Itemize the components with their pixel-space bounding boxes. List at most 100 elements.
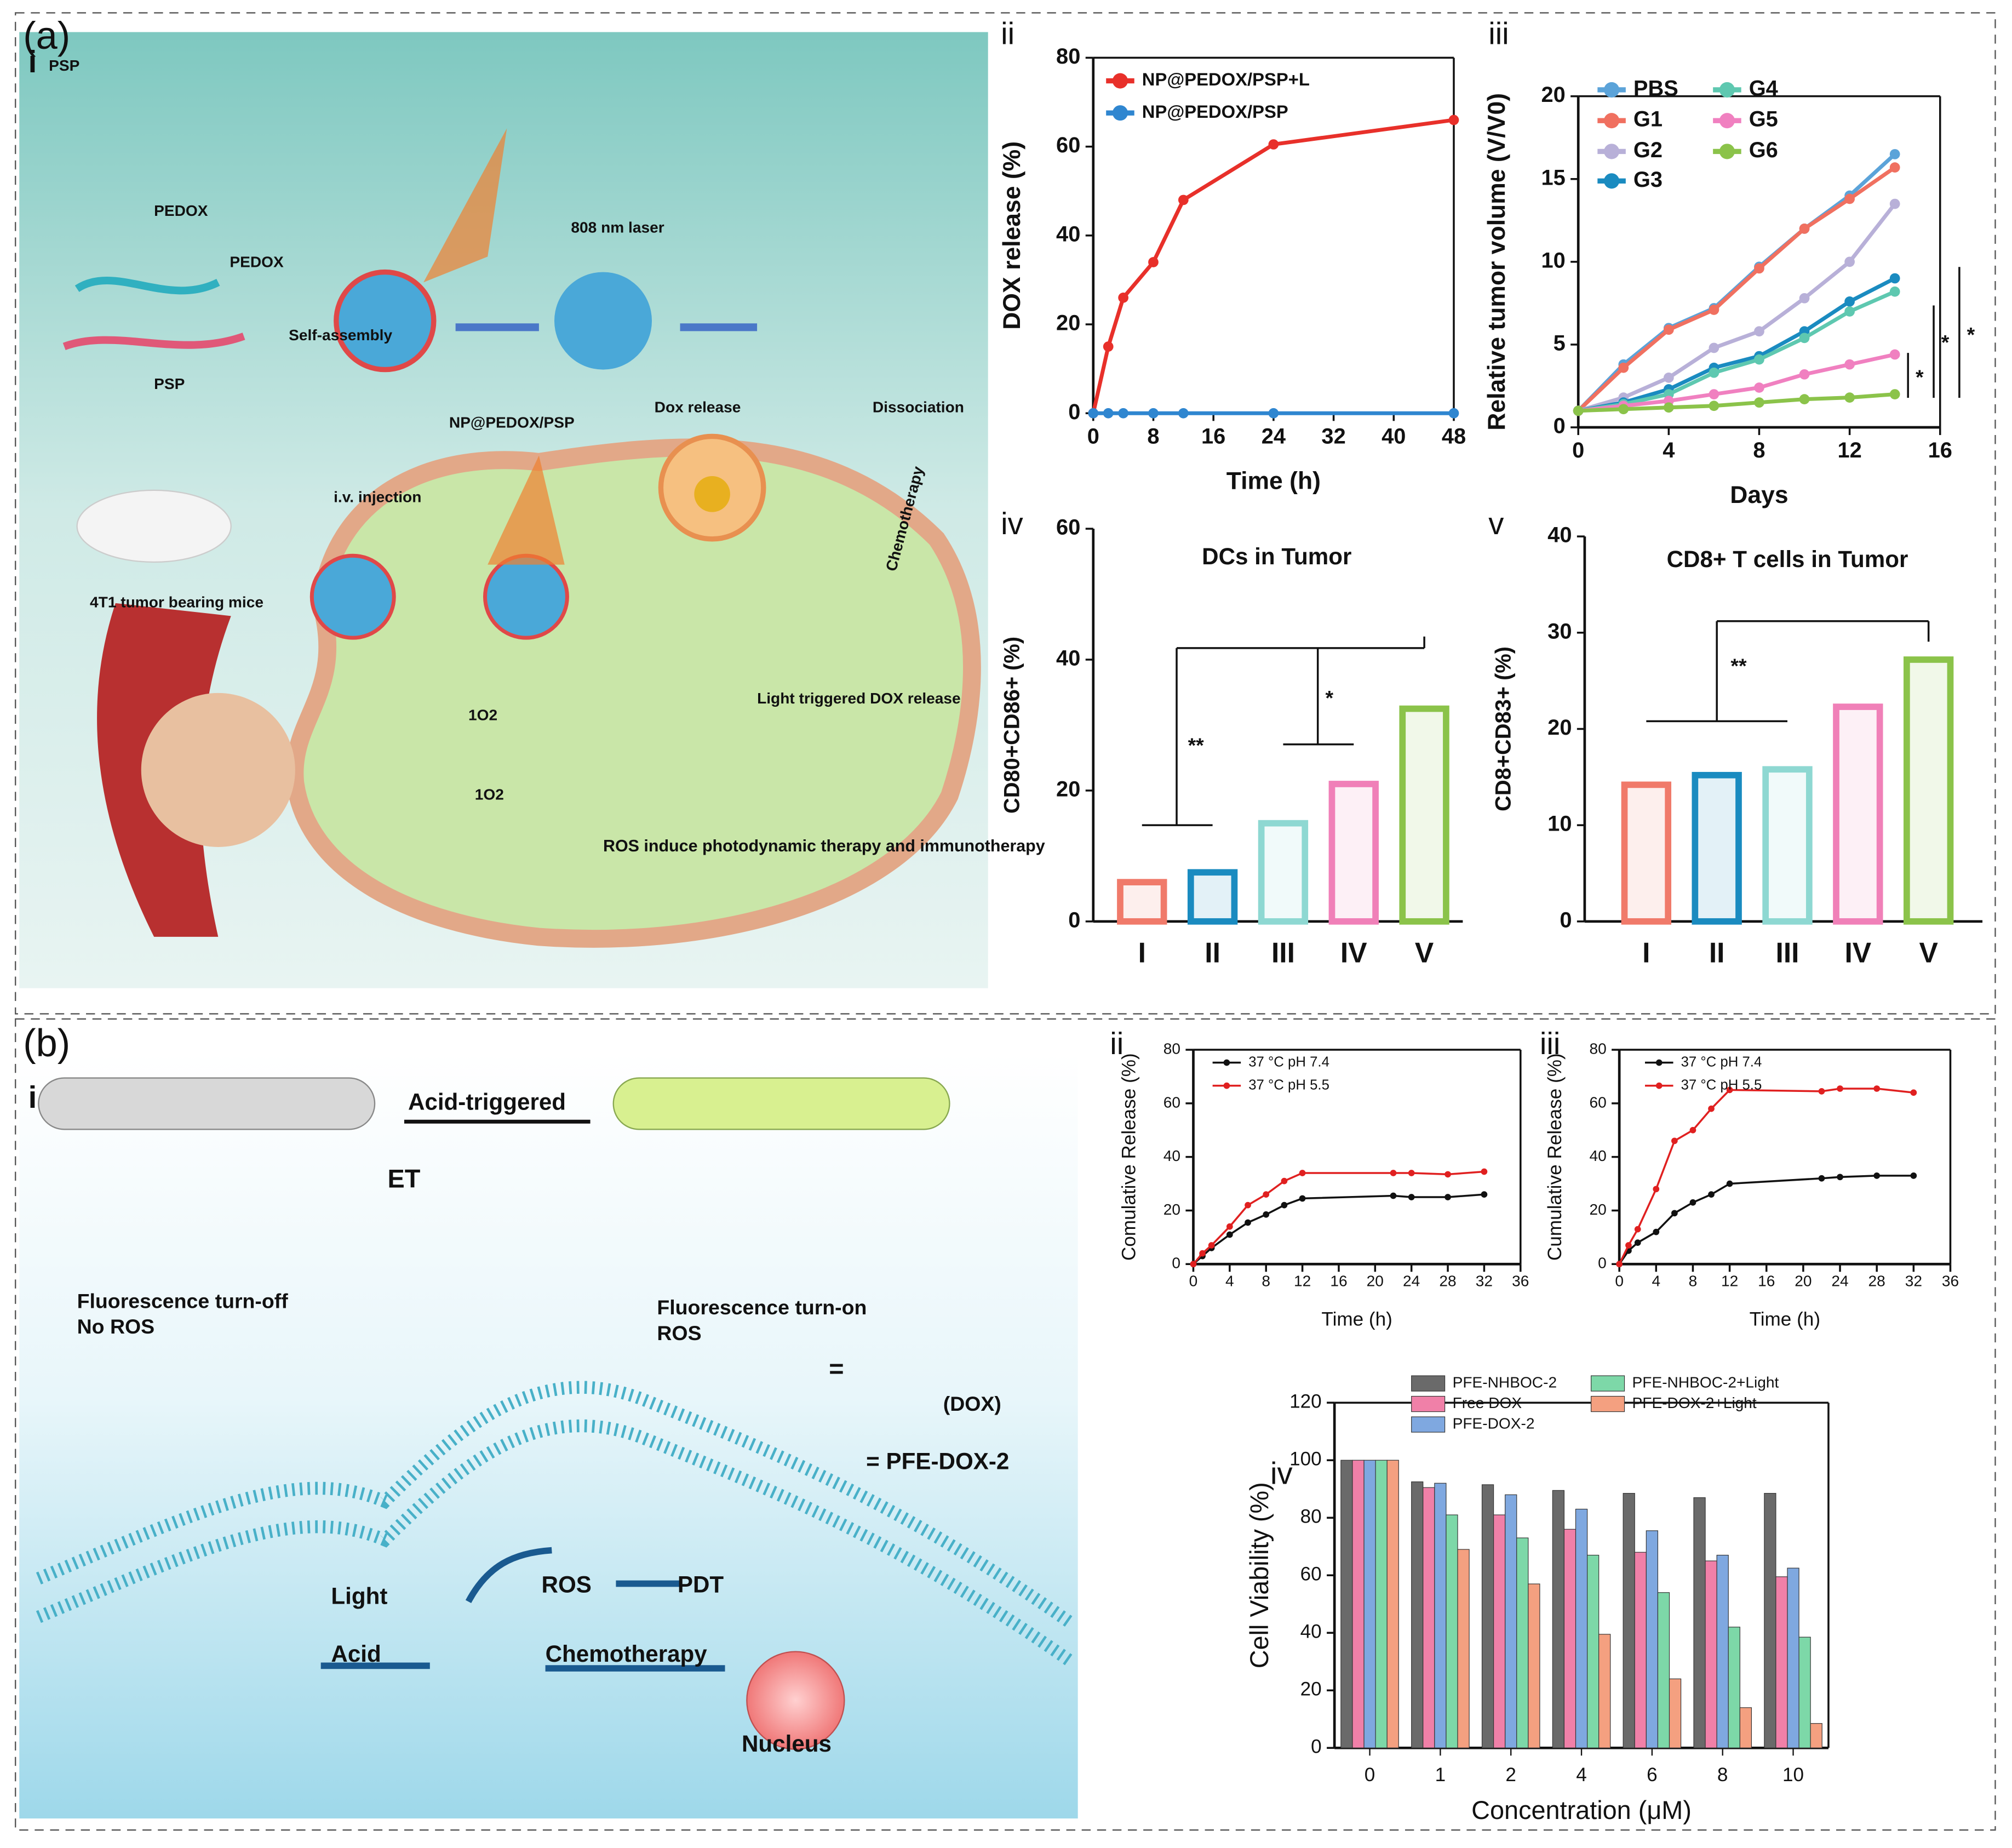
legend-swatch — [1112, 73, 1128, 89]
data-point — [1671, 1137, 1678, 1145]
bar — [1528, 1583, 1540, 1748]
chart: ii 0 20 40 60 80 0 8 16 24 32 40 48 Time (h) DOX relea… — [999, 16, 1466, 494]
data-point — [1844, 359, 1855, 370]
data-point — [1226, 1231, 1233, 1238]
x-tick-label: 36 — [1942, 1272, 1959, 1289]
y-tick-label: 20 — [1589, 1201, 1606, 1218]
data-point — [1799, 333, 1810, 344]
y-axis-label: Comulative Release (%) — [1119, 1053, 1140, 1261]
legend-label: G2 — [1633, 138, 1663, 162]
y-tick-label: 20 — [1547, 716, 1572, 740]
data-point — [1245, 1219, 1251, 1226]
bar — [1481, 1484, 1494, 1748]
data-point — [1653, 1186, 1660, 1193]
panel-label: iv — [1001, 506, 1023, 541]
bar — [1516, 1537, 1529, 1748]
data-point — [1178, 194, 1189, 205]
legend-label: PFE-DOX-2+Light — [1632, 1394, 1757, 1411]
diagram-text: Fluorescence turn-on — [657, 1296, 867, 1319]
data-point — [1199, 1250, 1206, 1257]
data-point — [1263, 1211, 1270, 1218]
data-point — [1481, 1168, 1488, 1175]
panel-label: i — [28, 44, 37, 79]
data-point — [1226, 1223, 1233, 1230]
legend-swatch — [1411, 1395, 1446, 1412]
x-tick-label: 12 — [1721, 1272, 1738, 1289]
y-tick-label: 40 — [1300, 1621, 1322, 1643]
x-tick-label: 1 — [1435, 1764, 1446, 1786]
bar — [1705, 1560, 1717, 1748]
x-tick-label: 10 — [1782, 1764, 1804, 1786]
y-tick-label: 20 — [1056, 311, 1080, 335]
legend-swatch — [1719, 113, 1735, 129]
data-point — [1873, 1172, 1881, 1179]
data-point — [1573, 405, 1584, 416]
x-tick-label: II — [1205, 936, 1220, 968]
data-point — [1709, 305, 1719, 315]
data-point — [1689, 1126, 1696, 1134]
x-tick-label: 12 — [1294, 1272, 1311, 1289]
x-tick-label: 8 — [1147, 424, 1159, 448]
x-tick-label: III — [1271, 936, 1295, 968]
diagram-text: Dissociation — [873, 398, 964, 415]
data-point — [1299, 1170, 1306, 1176]
data-point — [1208, 1242, 1215, 1249]
x-tick-label: 16 — [1201, 424, 1225, 448]
legend-label: G6 — [1749, 138, 1778, 162]
panel-label: iii — [1488, 16, 1509, 50]
data-point — [1754, 397, 1764, 408]
bar — [1411, 1481, 1424, 1748]
data-point — [1448, 115, 1459, 125]
bar — [1762, 766, 1813, 925]
data-point — [1754, 382, 1764, 393]
series-line — [1193, 1193, 1484, 1265]
data-point — [1390, 1170, 1397, 1176]
data-point — [1889, 286, 1900, 297]
bar — [1575, 1508, 1588, 1748]
data-point — [1799, 394, 1810, 405]
x-tick-label: 24 — [1403, 1272, 1420, 1289]
chart: iii 0 20 40 60 80 0 4 8 12 16 20 24 28 32 36 Time (h) Cum… — [1540, 1026, 1959, 1330]
legend-label: 37 °C pH 7.4 — [1248, 1054, 1329, 1069]
data-point — [1268, 139, 1279, 150]
bar — [1775, 1576, 1788, 1748]
bar — [1739, 1707, 1752, 1748]
panel-label: i — [28, 1080, 37, 1114]
legend-swatch — [1411, 1416, 1446, 1433]
legend-label: PFE-NHBOC-2+Light — [1632, 1374, 1779, 1391]
panel-frame — [15, 1018, 1996, 1831]
legend-label: Free DOX — [1453, 1394, 1522, 1411]
bar — [1493, 1514, 1506, 1748]
y-tick-label: 40 — [1056, 646, 1080, 670]
nanoparticle — [309, 553, 396, 640]
data-point — [1709, 401, 1719, 411]
legend-swatch — [1719, 82, 1735, 98]
x-tick-label: 0 — [1615, 1272, 1624, 1289]
diagram-text: ROS — [542, 1571, 592, 1597]
x-tick-label: I — [1138, 936, 1146, 968]
bar — [1434, 1483, 1447, 1748]
y-tick-label: 80 — [1163, 1040, 1180, 1057]
bar — [1375, 1460, 1388, 1748]
diagram-text: 808 nm laser — [571, 219, 664, 236]
bar — [1692, 771, 1742, 925]
bar — [1669, 1678, 1682, 1748]
diagram-text: PEDOX — [154, 202, 208, 219]
data-point — [1299, 1195, 1306, 1202]
y-tick-label: 40 — [1056, 222, 1080, 246]
data-point — [1708, 1105, 1715, 1112]
y-tick-label: 20 — [1056, 777, 1080, 801]
data-point — [1910, 1089, 1917, 1096]
y-tick-label: 0 — [1311, 1736, 1322, 1758]
legend-swatch — [1112, 105, 1128, 121]
data-point — [1663, 372, 1674, 383]
y-tick-label: 20 — [1163, 1201, 1180, 1218]
membrane — [36, 1381, 1075, 1629]
data-point — [1263, 1191, 1270, 1198]
bar — [1352, 1460, 1365, 1748]
nucleus — [746, 1651, 845, 1750]
chart: ii 0 20 40 60 80 0 4 8 12 16 20 24 28 32 36 Time (h) Comu… — [1110, 1026, 1529, 1330]
data-point — [1754, 326, 1764, 337]
x-tick-label: 32 — [1476, 1272, 1493, 1289]
x-tick-label: 24 — [1262, 424, 1286, 448]
